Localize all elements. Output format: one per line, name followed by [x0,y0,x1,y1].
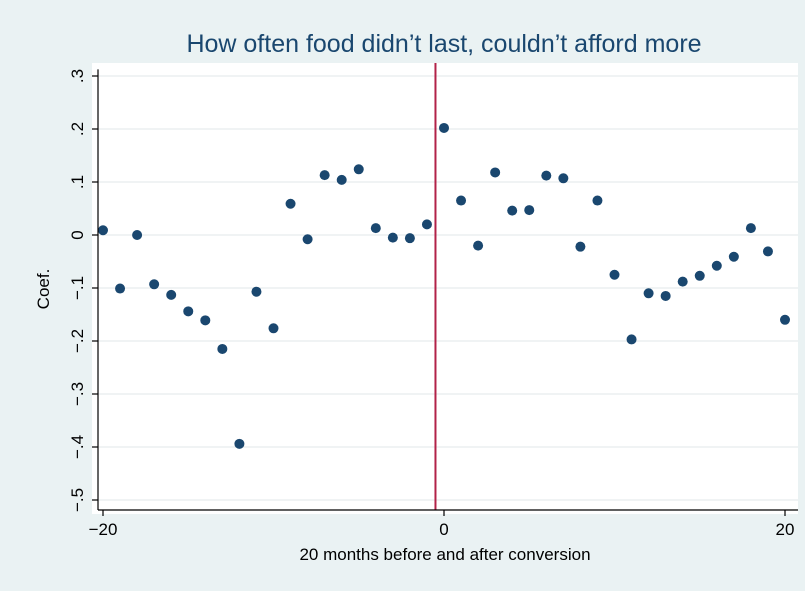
y-tick-label: .2 [68,122,87,136]
data-point [149,279,160,290]
data-point [370,223,381,234]
y-tick-label: .1 [68,175,87,189]
data-point [387,232,398,243]
data-point [132,230,143,240]
data-point [421,219,432,230]
data-point [353,164,364,175]
data-point [541,170,552,181]
data-point [524,205,535,216]
data-point [439,122,449,133]
data-point [234,438,245,449]
data-point [473,240,484,251]
data-point [217,343,228,354]
x-tick-label: 20 [776,520,795,539]
x-axis: −20 0 20 [89,509,798,539]
y-tick-label: −.2 [68,329,87,353]
y-tick-label: 0 [68,230,87,239]
data-point [660,290,671,301]
data-point [728,251,739,262]
data-point [98,225,108,236]
data-point [711,260,722,271]
data-point [404,233,415,244]
data-point [166,289,177,300]
x-tick-label: 0 [439,520,448,539]
chart-title: How often food didn’t last, couldn’t aff… [186,30,701,58]
y-tick-label: −.1 [68,276,87,300]
y-tick-label: −.3 [68,382,87,406]
data-point [558,173,569,184]
y-tick-label: −.5 [68,488,87,512]
data-point [285,198,296,209]
data-point [336,174,347,185]
data-point [183,306,194,317]
data-point [694,270,705,281]
data-point [575,241,586,252]
data-point [490,167,501,178]
x-tick-label: −20 [89,520,118,539]
data-point [200,315,211,326]
data-point [643,288,654,299]
data-point [626,334,637,345]
y-tick-label: −.4 [68,435,87,459]
x-axis-title: 20 months before and after conversion [299,545,590,564]
data-point [251,286,262,297]
data-point [745,223,756,234]
data-point [456,195,467,206]
data-point [302,234,313,245]
y-tick-label: .3 [68,69,87,83]
data-points [98,122,790,449]
data-point [115,283,126,294]
y-axis: −.5 −.4 −.3 −.2 −.1 0 .1 .2 .3 [68,69,99,512]
data-point [762,246,773,257]
data-point [507,205,518,216]
data-point [319,170,330,181]
data-point [780,314,790,325]
data-point [268,323,279,334]
y-axis-title: Coef. [34,269,53,310]
grid-lines [98,75,798,501]
data-point [677,276,688,287]
data-point [592,195,603,206]
data-point [609,269,620,280]
